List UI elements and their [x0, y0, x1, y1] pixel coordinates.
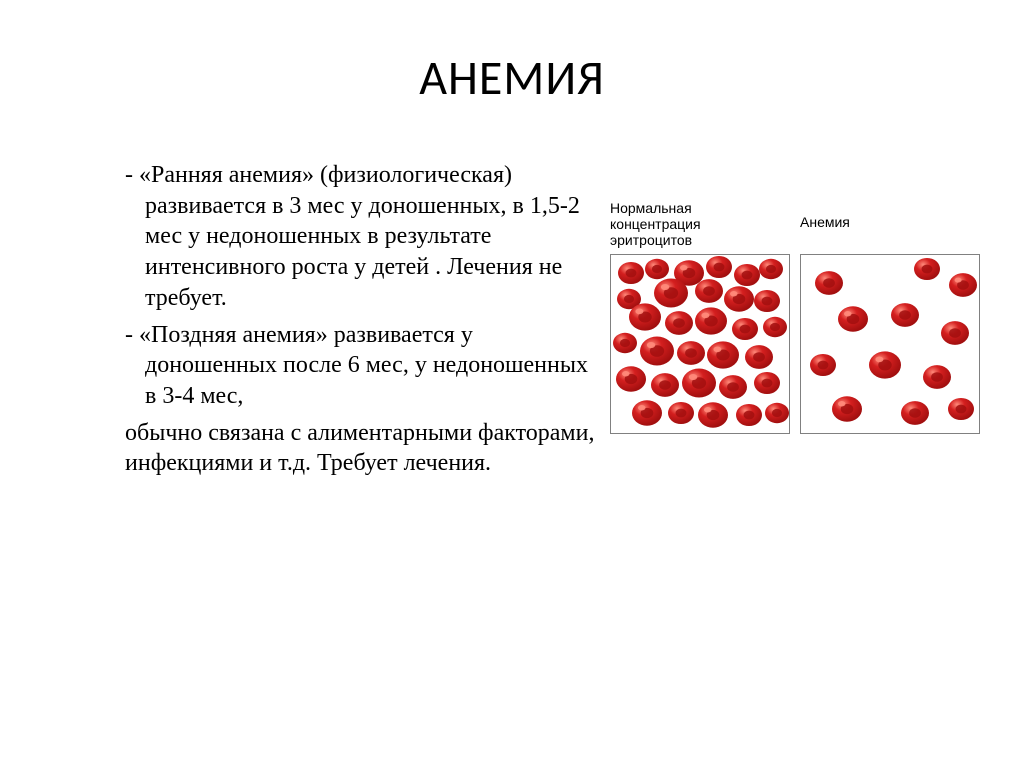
label-normal-line2: концентрация — [610, 216, 701, 232]
body-p3: обычно связана с алиментарными факторами… — [55, 418, 595, 479]
body-p1: - «Ранняя анемия» (физиологическая) разв… — [55, 160, 595, 314]
svg-anemia-cells — [801, 255, 979, 433]
svg-normal-cells — [611, 255, 789, 433]
body-p2: - «Поздняя анемия» развивается у доношен… — [55, 320, 595, 412]
figure-anemia-comparison: Нормальная концентрация эритроцитов Анем… — [610, 200, 990, 434]
figure-panels — [610, 254, 990, 434]
panel-anemia — [800, 254, 980, 434]
label-normal-line3: эритроцитов — [610, 232, 692, 248]
label-anemia: Анемия — [800, 200, 980, 248]
page-title: АНЕМИЯ — [0, 48, 1024, 107]
body-text: - «Ранняя анемия» (физиологическая) разв… — [55, 160, 595, 485]
figure-labels: Нормальная концентрация эритроцитов Анем… — [610, 200, 990, 248]
panel-normal — [610, 254, 790, 434]
label-normal-line1: Нормальная — [610, 200, 692, 216]
label-normal: Нормальная концентрация эритроцитов — [610, 200, 800, 248]
slide: АНЕМИЯ - «Ранняя анемия» (физиологическа… — [0, 0, 1024, 767]
